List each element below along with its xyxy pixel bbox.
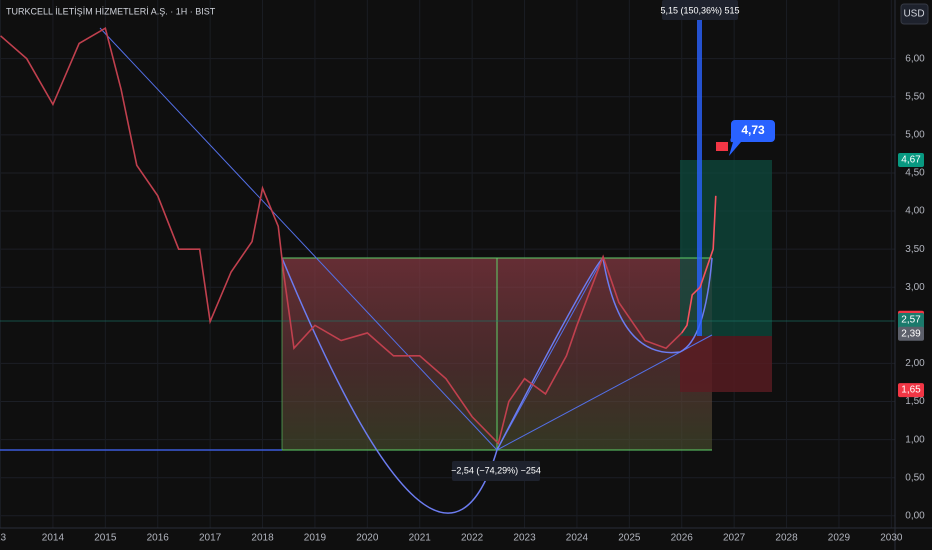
measure-bar xyxy=(697,0,702,336)
y-tick-label: 0,50 xyxy=(905,472,925,483)
x-tick-label: 2015 xyxy=(94,533,117,544)
price-tag-label: 2,39 xyxy=(901,328,921,339)
y-tick-label: 4,50 xyxy=(905,168,925,179)
y-tick-label: 1,50 xyxy=(905,396,925,407)
price-line xyxy=(681,195,717,334)
measure-label-box xyxy=(662,0,738,20)
y-tick-label: 3,50 xyxy=(905,244,925,255)
x-tick-label: 2022 xyxy=(461,533,484,544)
price-tag xyxy=(898,383,924,398)
y-tick-label: 6,00 xyxy=(905,53,925,64)
x-tick-label: 2030 xyxy=(880,533,903,544)
price-tag xyxy=(898,153,924,167)
y-tick-label: 5,00 xyxy=(905,129,925,140)
measure-label: −2,54 (−74,29%) −254 xyxy=(451,465,541,475)
x-tick-label: 13 xyxy=(0,533,7,544)
measure-label-box xyxy=(452,461,540,481)
x-tick-label: 2028 xyxy=(775,533,798,544)
cup-curve xyxy=(281,257,498,514)
target-zone xyxy=(680,160,772,336)
y-tick-label: 4,00 xyxy=(905,206,925,217)
trend-line xyxy=(99,27,498,451)
chart-title: TURKCELL İLETİŞİM HİZMETLERİ A.Ş. · 1H ·… xyxy=(6,6,216,16)
y-tick-label: 5,50 xyxy=(905,91,925,102)
target-callout xyxy=(729,120,775,156)
measure-label: 5,15 (150,36%) 515 xyxy=(660,5,739,15)
x-tick-label: 2014 xyxy=(42,533,65,544)
x-tick-label: 2016 xyxy=(147,533,170,544)
price-tag-label: 4,67 xyxy=(901,155,921,166)
price-tag-label: 1,65 xyxy=(901,385,921,396)
x-tick-label: 2018 xyxy=(251,533,274,544)
target-label: 4,73 xyxy=(741,123,765,137)
x-tick-label: 2023 xyxy=(513,533,536,544)
price-line xyxy=(0,26,683,446)
currency[interactable]: USD xyxy=(903,9,924,20)
stop-zone xyxy=(680,336,772,392)
y-tick-label: 3,00 xyxy=(905,282,925,293)
x-tick-label: 2017 xyxy=(199,533,222,544)
x-tick-label: 2029 xyxy=(828,533,851,544)
x-tick-label: 2025 xyxy=(618,533,641,544)
y-tick-label: 1,00 xyxy=(905,434,925,445)
price-tag-label: 2,57 xyxy=(901,315,921,326)
trend-line xyxy=(496,334,713,451)
x-tick-label: 2021 xyxy=(409,533,432,544)
x-tick-label: 2024 xyxy=(566,533,589,544)
flag xyxy=(716,142,728,151)
x-tick-label: 2020 xyxy=(356,533,379,544)
x-tick-label: 2027 xyxy=(723,533,746,544)
price-tag xyxy=(898,326,924,341)
y-tick-label: 2,00 xyxy=(905,358,925,369)
trend-line xyxy=(496,257,604,451)
y-tick-label: 0,00 xyxy=(905,510,925,521)
currency-button[interactable] xyxy=(900,3,929,25)
drawings xyxy=(0,0,895,514)
x-tick-label: 2019 xyxy=(304,533,327,544)
x-tick-label: 2026 xyxy=(671,533,694,544)
